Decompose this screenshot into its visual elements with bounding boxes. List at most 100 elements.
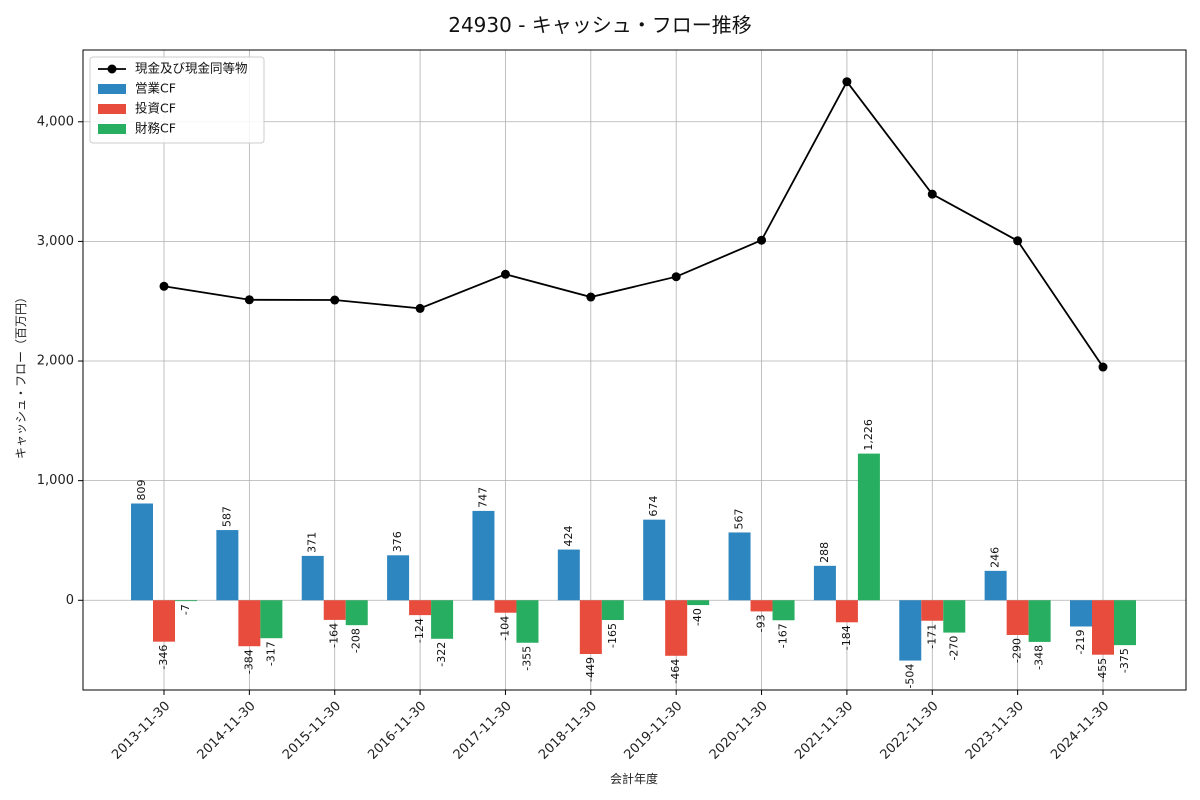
- bar: [1092, 600, 1114, 655]
- x-tick-label: 2015-11-30: [280, 699, 344, 763]
- bar: [301, 555, 324, 601]
- bar-value-label: -455: [1096, 658, 1109, 683]
- x-tick-label: 2019-11-30: [621, 699, 685, 763]
- x-tick-label: 2018-11-30: [536, 699, 600, 763]
- bar-value-label: 747: [476, 487, 489, 508]
- bar: [238, 600, 261, 647]
- bar: [1114, 600, 1136, 646]
- bar: [601, 600, 624, 621]
- x-tick-label: 2013-11-30: [109, 699, 173, 763]
- bar: [643, 519, 666, 601]
- bar-value-label: -346: [157, 645, 170, 670]
- cash-line-point: [415, 303, 425, 313]
- legend-label: 財務CF: [135, 121, 176, 136]
- cash-line-point: [586, 292, 596, 302]
- y-tick-label: 3,000: [37, 234, 74, 249]
- x-tick-label: 2021-11-30: [792, 699, 856, 763]
- bar: [835, 600, 858, 623]
- chart-title: 24930 - キャッシュ・フロー推移: [448, 13, 752, 37]
- bars: [131, 453, 1136, 661]
- bar: [472, 510, 495, 601]
- bar-value-label: -104: [498, 616, 511, 641]
- cash-line-path: [163, 80, 1104, 368]
- y-tick-label: 0: [66, 593, 74, 608]
- bar: [260, 600, 283, 639]
- bar: [984, 570, 1007, 601]
- bar-value-label: -165: [606, 623, 619, 648]
- bar-value-label: -270: [947, 636, 960, 661]
- bar-value-label: -184: [840, 625, 853, 650]
- plot-frame: [82, 49, 1187, 691]
- bar-value-label: 376: [391, 531, 404, 552]
- bar-value-label: -355: [520, 646, 533, 671]
- cash-line-point: [159, 281, 169, 291]
- x-axis-label: 会計年度: [610, 771, 658, 786]
- bar: [131, 503, 153, 601]
- bar-value-label: 587: [220, 506, 233, 527]
- legend-marker: [107, 64, 117, 74]
- legend-swatch: [98, 124, 126, 134]
- bar-value-label: -164: [328, 623, 341, 648]
- cash-line-point: [244, 295, 254, 305]
- bar-value-label: -40: [691, 608, 704, 626]
- bar-value-label: -167: [777, 623, 790, 648]
- bar-value-label: -124: [413, 618, 426, 643]
- cash-line: [159, 77, 1108, 372]
- bar: [750, 600, 773, 612]
- x-tick-label: 2023-11-30: [963, 699, 1027, 763]
- legend-label: 営業CF: [135, 81, 176, 96]
- bar-value-label: 288: [818, 542, 831, 563]
- y-axis-label: キャッシュ・フロー（百万円）: [14, 291, 28, 459]
- bar: [943, 600, 966, 633]
- bar-value-label: -317: [264, 641, 277, 666]
- bar-value-label: -449: [584, 657, 597, 682]
- bar-value-label: 424: [562, 526, 575, 547]
- bar-value-label: -7: [179, 604, 192, 615]
- bar: [323, 600, 346, 620]
- bar-value-label: -208: [350, 628, 363, 653]
- cash-line-point: [500, 269, 510, 279]
- cash-line-point: [671, 272, 681, 282]
- bar-value-label: -290: [1011, 638, 1024, 663]
- bar-value-label: -348: [1033, 645, 1046, 670]
- bar: [1006, 600, 1029, 635]
- bar-value-label: -93: [755, 614, 768, 632]
- bar-value-label: -171: [925, 624, 938, 649]
- bar: [813, 565, 836, 601]
- bar: [857, 453, 880, 601]
- y-tick-label: 4,000: [37, 114, 74, 129]
- bar-value-label: 567: [733, 508, 746, 529]
- cash-line-point: [1098, 362, 1108, 372]
- x-tick-label: 2020-11-30: [707, 699, 771, 763]
- bar: [153, 600, 175, 642]
- y-tick-label: 1,000: [37, 473, 74, 488]
- bar-value-label: 674: [647, 496, 660, 517]
- x-tick-label: 2022-11-30: [878, 699, 942, 763]
- cash-line-point: [757, 235, 767, 245]
- legend-swatch: [98, 84, 126, 94]
- x-tick-label: 2017-11-30: [451, 699, 515, 763]
- bar-value-label: -464: [669, 659, 682, 684]
- cash-line-point: [1013, 236, 1023, 246]
- bar: [899, 600, 922, 661]
- bar: [431, 600, 454, 639]
- bar-value-label: -504: [903, 664, 916, 689]
- x-tick-label: 2024-11-30: [1048, 699, 1112, 763]
- bar: [494, 600, 517, 613]
- cash-line-point: [927, 189, 937, 199]
- bar: [579, 600, 602, 654]
- bar: [772, 600, 795, 621]
- bar: [409, 600, 432, 616]
- bar-value-label: -322: [435, 642, 448, 667]
- bar-value-label: -384: [242, 649, 255, 674]
- x-tick-label: 2014-11-30: [195, 699, 259, 763]
- bar: [728, 532, 751, 601]
- bar: [557, 549, 580, 601]
- bar: [687, 600, 710, 606]
- cash-line-point: [330, 295, 340, 305]
- bar-value-label: -375: [1118, 648, 1131, 673]
- y-tick-label: 2,000: [37, 354, 74, 369]
- grid: [83, 50, 1186, 690]
